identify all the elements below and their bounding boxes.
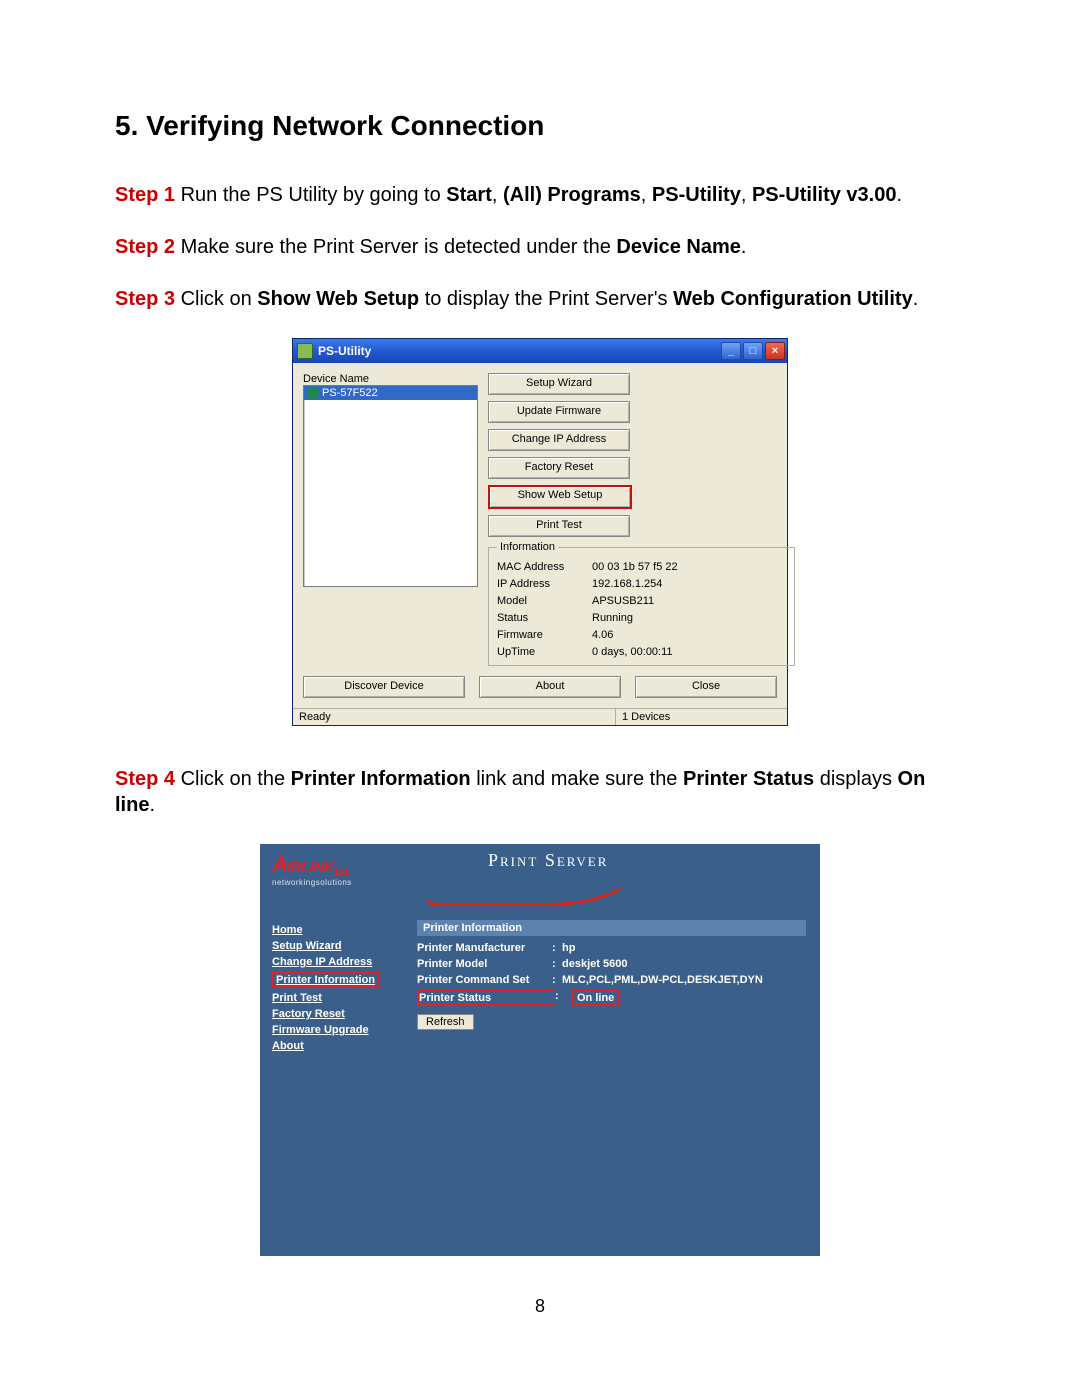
- nav-setup-wizard[interactable]: Setup Wizard: [272, 940, 417, 952]
- show-web-setup-button[interactable]: Show Web Setup: [488, 485, 632, 509]
- web-config-panel: AIRLINK101 networkingsolutions Print Ser…: [260, 844, 820, 1256]
- logo-subtitle: networkingsolutions: [272, 878, 422, 887]
- information-legend: Information: [497, 541, 558, 553]
- information-group: Information MAC Address00 03 1b 57 f5 22…: [488, 541, 795, 666]
- psutility-window: PS-Utility _ □ × Device Name PS-57F522: [292, 338, 788, 726]
- nav-print-test[interactable]: Print Test: [272, 992, 417, 1004]
- step-1: Step 1 Run the PS Utility by going to St…: [115, 182, 965, 208]
- page-number: 8: [115, 1296, 965, 1317]
- factory-reset-button[interactable]: Factory Reset: [488, 457, 630, 479]
- status-device-count: 1 Devices: [616, 709, 787, 725]
- close-button[interactable]: ×: [765, 342, 785, 360]
- titlebar[interactable]: PS-Utility _ □ ×: [293, 339, 787, 363]
- logo-area: AIRLINK101 networkingsolutions: [260, 844, 422, 887]
- row-model: Printer Model:deskjet 5600: [417, 958, 806, 970]
- nav-menu: Home Setup Wizard Change IP Address Prin…: [260, 914, 417, 1056]
- device-icon: [307, 387, 319, 399]
- logo-a: A: [272, 852, 287, 878]
- status-bar: Ready 1 Devices: [293, 708, 787, 725]
- close-button-bottom[interactable]: Close: [635, 676, 777, 698]
- step-4: Step 4 Click on the Printer Information …: [115, 766, 965, 818]
- refresh-button[interactable]: Refresh: [417, 1014, 474, 1030]
- minimize-button[interactable]: _: [721, 342, 741, 360]
- row-printer-status: Printer Status:On line: [417, 990, 806, 1006]
- update-firmware-button[interactable]: Update Firmware: [488, 401, 630, 423]
- nav-firmware-upgrade[interactable]: Firmware Upgrade: [272, 1024, 417, 1036]
- nav-home[interactable]: Home: [272, 924, 417, 936]
- page-heading: 5. Verifying Network Connection: [115, 110, 965, 142]
- nav-factory-reset[interactable]: Factory Reset: [272, 1008, 417, 1020]
- device-item[interactable]: PS-57F522: [304, 386, 477, 400]
- swoosh-icon: [422, 868, 638, 906]
- row-command-set: Printer Command Set:MLC,PCL,PML,DW-PCL,D…: [417, 974, 806, 986]
- step-2: Step 2 Make sure the Print Server is det…: [115, 234, 965, 260]
- window-title: PS-Utility: [318, 344, 719, 358]
- step-3: Step 3 Click on Show Web Setup to displa…: [115, 286, 965, 312]
- maximize-button[interactable]: □: [743, 342, 763, 360]
- status-ready: Ready: [293, 709, 616, 725]
- device-name-label: Device Name: [303, 373, 478, 385]
- section-title: Printer Information: [417, 920, 806, 936]
- row-manufacturer: Printer Manufacturer:hp: [417, 942, 806, 954]
- discover-device-button[interactable]: Discover Device: [303, 676, 465, 698]
- setup-wizard-button[interactable]: Setup Wizard: [488, 373, 630, 395]
- change-ip-button[interactable]: Change IP Address: [488, 429, 630, 451]
- about-button[interactable]: About: [479, 676, 621, 698]
- device-list[interactable]: PS-57F522: [303, 385, 478, 587]
- app-icon: [297, 343, 313, 359]
- print-test-button[interactable]: Print Test: [488, 515, 630, 537]
- nav-about[interactable]: About: [272, 1040, 417, 1052]
- nav-change-ip[interactable]: Change IP Address: [272, 956, 417, 968]
- nav-printer-information[interactable]: Printer Information: [272, 972, 379, 988]
